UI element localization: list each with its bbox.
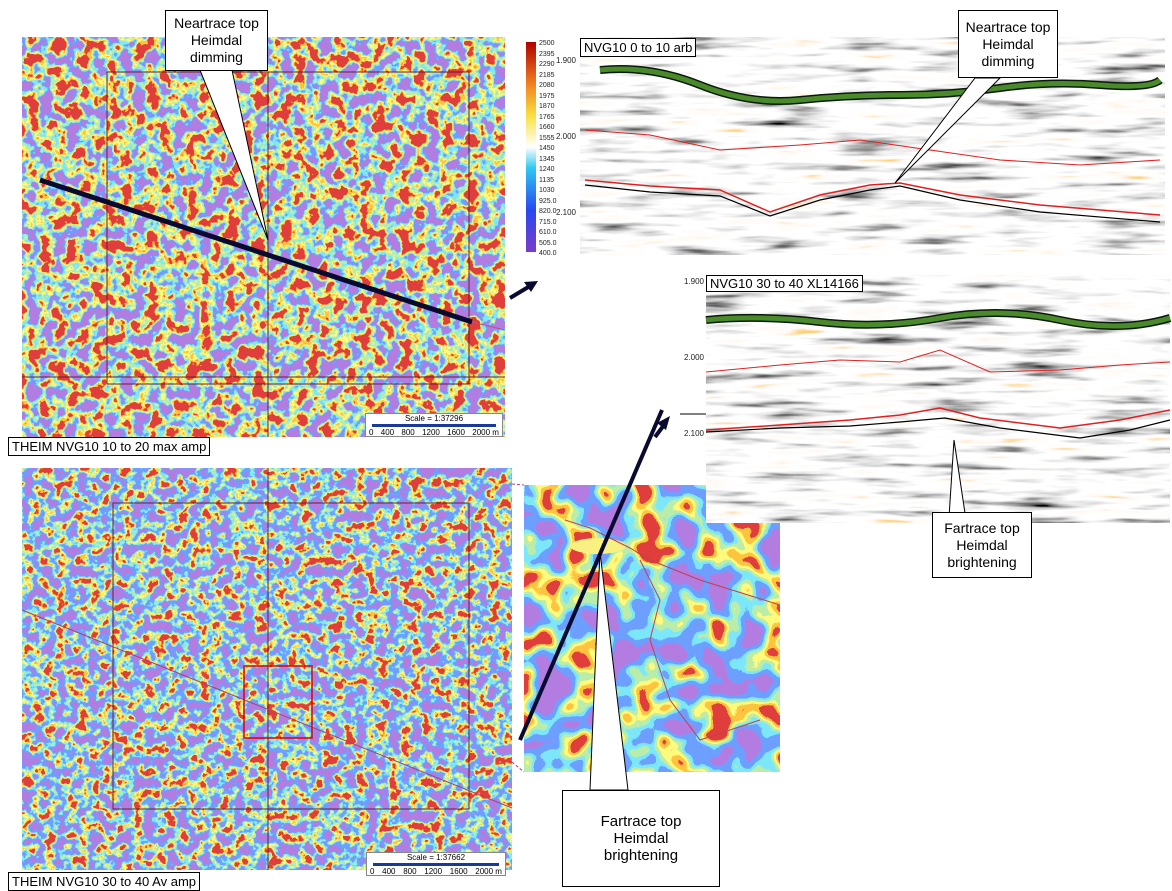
scale-line: [372, 424, 496, 427]
section-label: NVG10 0 to 10 arb: [580, 38, 696, 57]
scale-tick: 800: [403, 867, 416, 876]
colorbar-label: 1975: [539, 93, 555, 100]
callout: Neartrace top Heimdal dimming: [165, 10, 268, 71]
colorbar-label: 2500: [539, 40, 555, 47]
scale-tick: 400: [381, 428, 394, 437]
callout: Neartrace top Heimdal dimming: [958, 10, 1058, 78]
axis-label: 2.100: [680, 429, 704, 438]
axis-label: 2.000: [680, 353, 704, 362]
scale-text: Scale = 1:37662: [367, 853, 505, 862]
zoom-guide: [512, 762, 524, 772]
scale-text: Scale = 1:37296: [366, 414, 502, 423]
scale-ticks: 0 400 800 1200 1600 2000 m: [367, 867, 505, 876]
scale-tick: 800: [401, 428, 414, 437]
map-label: THEIM NVG10 10 to 20 max amp: [8, 437, 210, 456]
scale-bar: Scale = 1:37296 0 400 800 1200 1600 2000 m: [365, 413, 503, 437]
colorbar-label: 1135: [539, 177, 554, 184]
colorbar-label: 1240: [539, 166, 555, 173]
map-label: THEIM NVG10 30 to 40 Av amp: [8, 872, 200, 891]
scale-ticks: 0 400 800 1200 1600 2000 m: [366, 428, 502, 437]
scale-tick: 2000 m: [472, 428, 499, 437]
colorbar-label: 2080: [539, 82, 555, 89]
colorbar-label: 610.0: [539, 229, 557, 236]
page: {"top_map":{"label":"THEIM NVG10 10 to 2…: [0, 0, 1172, 889]
colorbar-label: 2185: [539, 72, 555, 79]
colorbar-label: 505.0: [539, 240, 557, 247]
section-label: NVG10 30 to 40 XL14166: [706, 275, 863, 292]
scale-tick: 1200: [422, 428, 440, 437]
scale-bar: Scale = 1:37662 0 400 800 1200 1600 2000 m: [366, 852, 506, 876]
bottom-map: [22, 468, 512, 870]
scale-tick: 1600: [447, 428, 465, 437]
axis-label: 1.900: [680, 277, 704, 286]
colorbar: [526, 42, 536, 252]
scale-tick: 400: [382, 867, 395, 876]
scale-tick: 0: [369, 428, 373, 437]
axis-label: 1.900: [552, 56, 576, 65]
scale-line: [373, 863, 499, 866]
colorbar-label: 1765: [539, 114, 555, 121]
colorbar-label: 1450: [539, 145, 555, 152]
top-section: [580, 37, 1165, 255]
colorbar-label: 400.0: [539, 250, 557, 257]
bright-spot: [570, 538, 626, 554]
scale-tick: 1600: [450, 867, 468, 876]
colorbar-label: 925.0: [539, 198, 557, 205]
zoom-guide: [512, 484, 524, 485]
axis-label: 2.100: [552, 208, 576, 217]
colorbar-label: 1030: [539, 187, 555, 194]
colorbar-label: 1660: [539, 124, 555, 131]
bottom-section: [706, 275, 1170, 523]
zoom-map: [524, 485, 780, 772]
colorbar-label: 715.0: [539, 219, 557, 226]
scale-tick: 1200: [424, 867, 442, 876]
colorbar-label: 1870: [539, 103, 555, 110]
callout: Fartrace top Heimdal brightening: [562, 790, 720, 887]
scale-tick: 2000 m: [475, 867, 502, 876]
scale-tick: 0: [370, 867, 374, 876]
colorbar-label: 1345: [539, 156, 555, 163]
axis-label: 2.000: [552, 132, 576, 141]
callout: Fartrace top Heimdal brightening: [932, 512, 1032, 578]
